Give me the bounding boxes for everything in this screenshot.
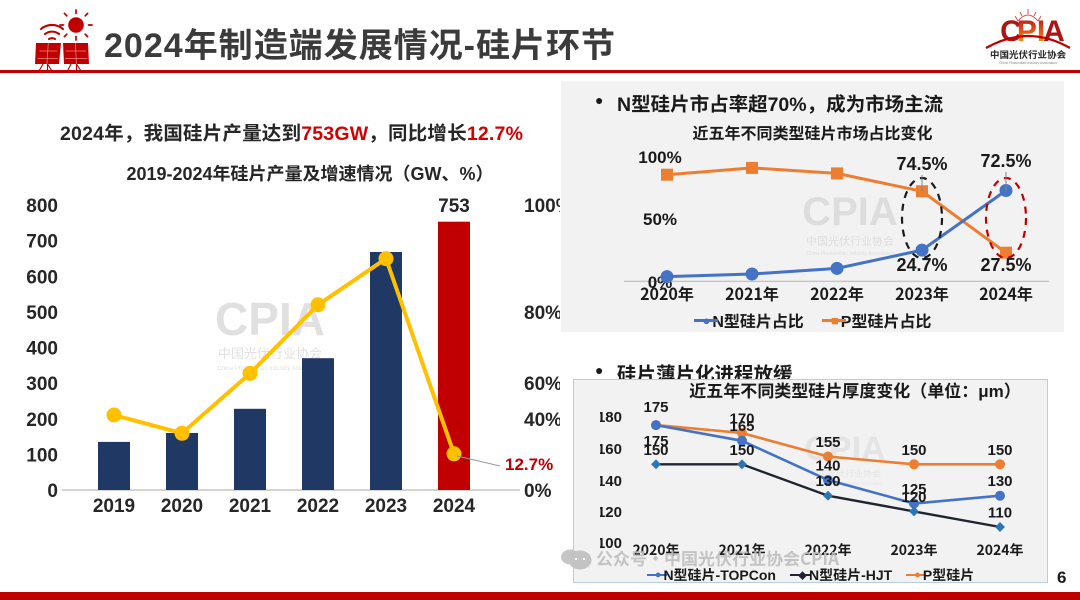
svg-text:中国光伏行业协会: 中国光伏行业协会: [806, 233, 894, 249]
svg-text:0: 0: [47, 481, 58, 502]
svg-text:200: 200: [26, 410, 58, 431]
svg-text:40%: 40%: [524, 410, 560, 431]
svg-text:130: 130: [987, 473, 1012, 490]
svg-text:China Photovoltaic Industry As: China Photovoltaic Industry Association: [806, 251, 894, 257]
svg-text:2023: 2023: [365, 496, 407, 517]
svg-text:60%: 60%: [524, 374, 560, 395]
svg-text:China Photovoltaic Industry As: China Photovoltaic Industry Association: [999, 61, 1057, 65]
svg-text:400: 400: [26, 339, 58, 360]
svg-text:2022: 2022: [297, 496, 339, 517]
svg-text:PI: PI: [1017, 15, 1045, 48]
svg-text:12.7%: 12.7%: [505, 455, 553, 474]
svg-text:155: 155: [815, 434, 840, 451]
svg-text:100%: 100%: [524, 196, 560, 217]
svg-text:2021: 2021: [229, 496, 272, 517]
svg-text:140: 140: [815, 458, 840, 475]
svg-text:24.7%: 24.7%: [896, 255, 947, 275]
svg-text:80%: 80%: [524, 303, 560, 324]
svg-text:150: 150: [643, 442, 668, 459]
svg-text:CPIA: CPIA: [215, 293, 325, 345]
svg-text:165: 165: [729, 418, 754, 435]
svg-text:2024: 2024: [433, 496, 476, 517]
svg-text:753: 753: [438, 196, 470, 217]
svg-text:100%: 100%: [638, 148, 681, 167]
svg-text:74.5%: 74.5%: [896, 154, 947, 174]
svg-text:2020: 2020: [161, 496, 203, 517]
svg-text:2019: 2019: [93, 496, 135, 517]
svg-text:700: 700: [26, 232, 58, 253]
svg-text:130: 130: [815, 473, 840, 490]
svg-text:50%: 50%: [643, 210, 677, 229]
svg-text:0%: 0%: [524, 481, 552, 502]
svg-text:140: 140: [600, 473, 622, 490]
svg-text:180: 180: [600, 409, 622, 426]
svg-text:600: 600: [26, 267, 58, 288]
svg-text:160: 160: [600, 441, 622, 458]
svg-text:110: 110: [988, 505, 1012, 522]
svg-text:120: 120: [600, 504, 622, 521]
svg-text:150: 150: [729, 442, 754, 459]
svg-text:120: 120: [901, 489, 926, 506]
svg-text:150: 150: [987, 442, 1012, 459]
svg-text:150: 150: [901, 442, 926, 459]
svg-text:27.5%: 27.5%: [980, 255, 1031, 275]
svg-text:800: 800: [26, 196, 58, 217]
svg-text:500: 500: [26, 303, 58, 324]
svg-text:中国光伏行业协会: 中国光伏行业协会: [990, 47, 1067, 61]
svg-text:100: 100: [26, 445, 58, 466]
svg-text:CPIA: CPIA: [802, 190, 898, 234]
svg-text:72.5%: 72.5%: [980, 151, 1031, 171]
svg-text:300: 300: [26, 374, 58, 395]
svg-text:175: 175: [643, 399, 668, 416]
